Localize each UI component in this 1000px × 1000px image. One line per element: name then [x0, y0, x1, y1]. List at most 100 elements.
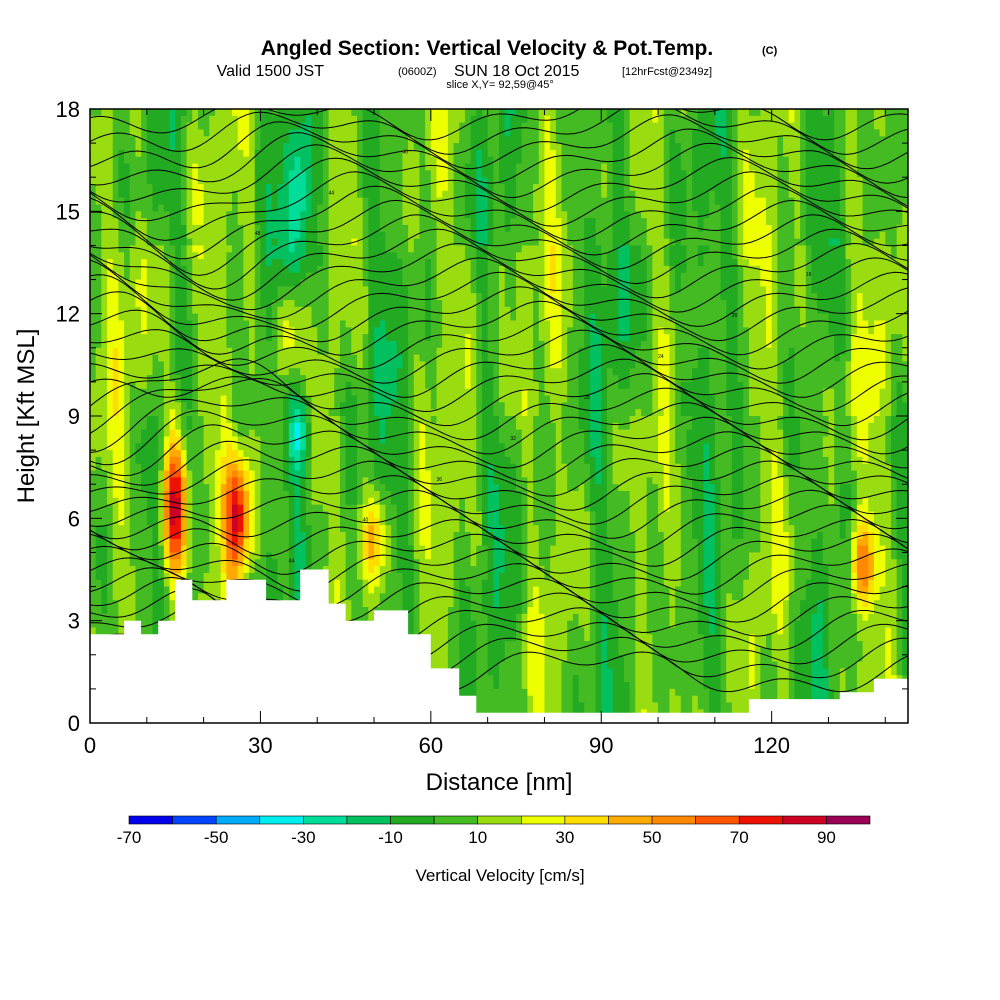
velocity-cell	[232, 327, 239, 335]
velocity-cell	[652, 306, 659, 315]
velocity-cell	[578, 149, 585, 158]
velocity-cell	[595, 184, 602, 192]
velocity-cell	[476, 340, 483, 349]
velocity-cell	[550, 149, 557, 158]
velocity-cell	[765, 149, 773, 158]
velocity-cell	[641, 238, 648, 247]
velocity-cell	[845, 300, 852, 308]
velocity-cell	[771, 115, 778, 124]
velocity-cell	[783, 265, 790, 274]
velocity-cell	[481, 300, 489, 308]
velocity-cell	[811, 259, 818, 267]
velocity-cell	[839, 218, 847, 226]
velocity-cell	[459, 238, 466, 247]
velocity-cell	[726, 272, 733, 281]
velocity-cell	[197, 122, 205, 131]
velocity-cell	[129, 327, 137, 335]
velocity-cell	[561, 334, 568, 342]
velocity-cell	[567, 143, 574, 151]
velocity-cell	[180, 177, 188, 185]
velocity-cell	[396, 170, 404, 178]
velocity-cell	[419, 163, 426, 171]
velocity-cell	[516, 156, 523, 165]
velocity-cell	[669, 190, 676, 199]
velocity-cell	[658, 156, 665, 165]
velocity-cell	[487, 300, 494, 308]
velocity-cell	[618, 286, 625, 294]
velocity-cell	[623, 320, 631, 328]
velocity-cell	[368, 320, 375, 328]
velocity-cell	[737, 115, 744, 124]
velocity-cell	[493, 204, 500, 212]
velocity-cell	[464, 320, 472, 328]
velocity-cell	[834, 313, 841, 322]
velocity-cell	[339, 265, 347, 274]
velocity-cell	[641, 306, 648, 315]
velocity-cell	[641, 334, 648, 342]
velocity-cell	[595, 252, 602, 260]
velocity-cell	[192, 231, 199, 240]
velocity-cell	[277, 211, 284, 219]
velocity-cell	[283, 109, 290, 117]
velocity-cell	[271, 184, 279, 192]
velocity-cell	[271, 218, 279, 226]
velocity-cell	[737, 272, 744, 281]
velocity-cell	[464, 197, 472, 206]
velocity-cell	[902, 286, 908, 294]
velocity-cell	[112, 238, 119, 247]
velocity-cell	[158, 231, 165, 240]
velocity-cell	[686, 238, 693, 247]
velocity-cell	[402, 218, 409, 226]
velocity-cell	[197, 129, 205, 137]
velocity-cell	[339, 286, 347, 294]
velocity-cell	[805, 272, 813, 281]
velocity-cell	[697, 136, 705, 144]
velocity-cell	[124, 129, 131, 137]
velocity-cell	[879, 156, 886, 165]
velocity-cell	[95, 170, 102, 178]
velocity-cell	[186, 259, 193, 267]
velocity-cell	[527, 109, 534, 117]
velocity-cell	[641, 170, 648, 178]
velocity-cell	[748, 293, 756, 301]
velocity-cell	[623, 156, 631, 165]
velocity-cell	[527, 313, 534, 322]
velocity-cell	[374, 320, 381, 328]
velocity-cell	[652, 156, 659, 165]
velocity-cell	[300, 293, 307, 301]
velocity-cell	[214, 136, 222, 144]
velocity-cell	[425, 279, 432, 287]
velocity-cell	[419, 300, 426, 308]
velocity-cell	[112, 272, 119, 281]
velocity-cell	[141, 300, 148, 308]
velocity-cell	[885, 218, 892, 226]
velocity-cell	[481, 204, 489, 212]
velocity-cell	[555, 143, 563, 151]
velocity-cell	[163, 231, 171, 240]
velocity-cell	[203, 197, 210, 206]
velocity-cell	[703, 197, 710, 206]
velocity-cell	[374, 163, 381, 171]
velocity-cell	[374, 197, 381, 206]
velocity-cell	[555, 109, 563, 117]
velocity-cell	[658, 259, 665, 267]
velocity-cell	[141, 224, 148, 233]
velocity-cell	[692, 211, 699, 219]
velocity-cell	[828, 129, 835, 137]
velocity-cell	[476, 115, 483, 124]
velocity-cell	[544, 184, 551, 192]
velocity-cell	[481, 156, 489, 165]
velocity-cell	[209, 211, 216, 219]
velocity-cell	[107, 109, 114, 117]
velocity-cell	[675, 259, 682, 267]
velocity-cell	[692, 306, 699, 315]
velocity-cell	[743, 293, 750, 301]
velocity-cell	[305, 238, 313, 247]
velocity-cell	[868, 184, 875, 192]
velocity-cell	[419, 238, 426, 247]
velocity-cell	[623, 245, 631, 253]
velocity-cell	[311, 115, 318, 124]
velocity-cell	[317, 252, 324, 260]
velocity-cell	[356, 259, 364, 267]
velocity-cell	[288, 190, 296, 199]
